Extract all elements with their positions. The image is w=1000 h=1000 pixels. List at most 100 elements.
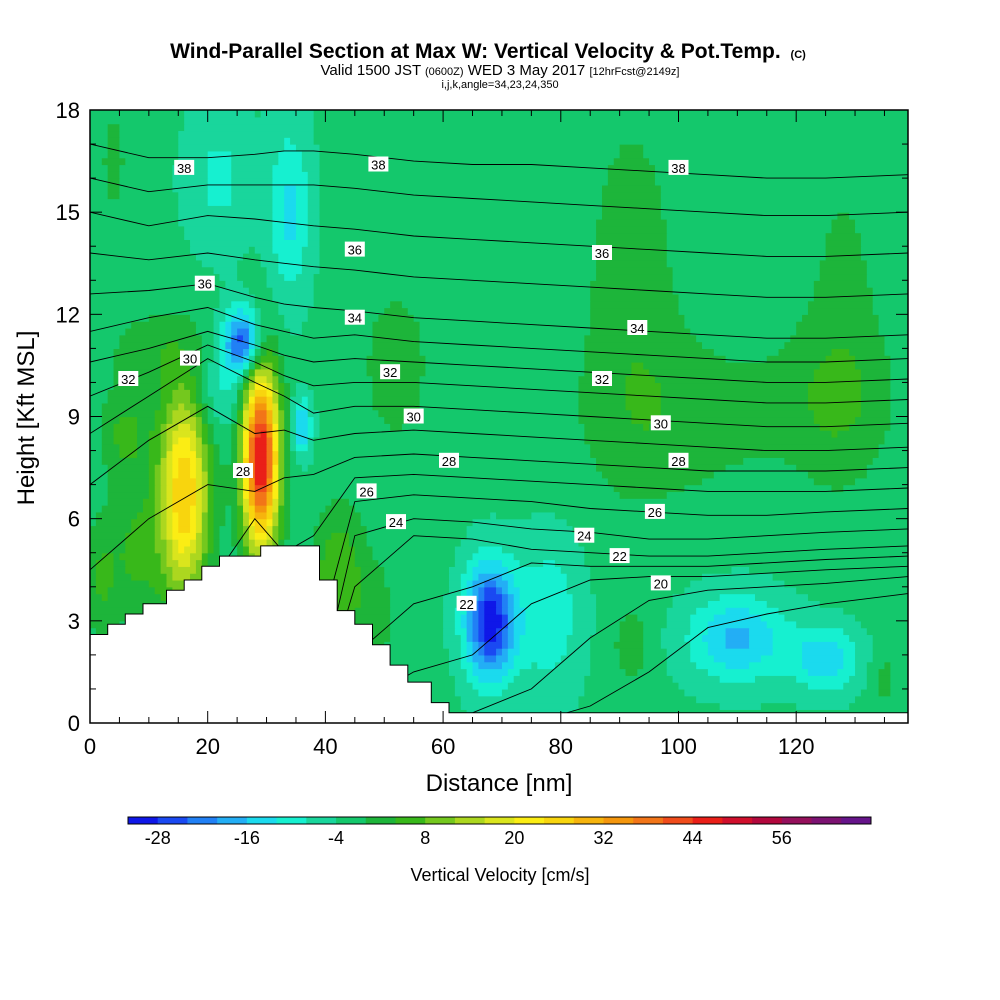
contour-label-text: 24 — [389, 515, 403, 530]
field-cell — [90, 144, 109, 152]
field-cell — [119, 164, 173, 172]
field-cell — [825, 232, 862, 241]
field-cell — [148, 477, 156, 486]
field-cell — [390, 607, 444, 615]
field-cell — [590, 443, 880, 452]
field-cell — [319, 212, 603, 220]
contour-label-box — [668, 452, 689, 468]
field-cell — [513, 573, 568, 581]
field-cell — [201, 518, 209, 527]
field-cell — [137, 416, 156, 424]
field-cell — [178, 341, 203, 349]
field-cell — [254, 470, 268, 479]
field-cell — [584, 423, 644, 431]
colorbar-swatch — [841, 817, 872, 824]
field-cell — [278, 470, 285, 479]
field-cell — [443, 627, 456, 636]
field-cell — [313, 416, 321, 424]
field-cell — [237, 545, 244, 554]
field-cell — [643, 144, 908, 152]
field-cell — [119, 443, 138, 452]
field-cell — [219, 375, 238, 384]
field-cell — [372, 321, 421, 329]
field-cell — [825, 246, 862, 254]
field-cell — [584, 688, 685, 697]
field-cell — [301, 321, 374, 329]
field-cell — [419, 382, 580, 390]
field-cell — [319, 178, 609, 186]
field-cell — [301, 327, 374, 336]
field-cell — [419, 396, 580, 404]
field-cell — [496, 600, 503, 608]
field-cell — [360, 511, 491, 520]
field-cell — [607, 477, 703, 486]
field-cell — [654, 178, 908, 186]
field-cell — [749, 661, 803, 670]
field-cell — [90, 341, 121, 349]
field-cell — [319, 184, 603, 193]
field-cell — [172, 430, 197, 438]
field-cell — [466, 614, 474, 622]
field-cell — [313, 123, 908, 132]
field-cell — [219, 525, 232, 533]
field-cell — [248, 511, 256, 520]
field-cell — [266, 266, 279, 275]
field-cell — [254, 511, 268, 520]
field-cell — [184, 110, 256, 118]
field-cell — [313, 539, 326, 547]
contour-label-box — [574, 527, 595, 543]
field-cell — [319, 259, 597, 268]
x-tick-label: 80 — [549, 734, 573, 759]
contour-label-box — [650, 575, 671, 591]
field-cell — [472, 566, 509, 574]
contour-label-box — [118, 371, 139, 386]
field-cell — [90, 164, 109, 172]
field-cell — [284, 389, 291, 397]
field-cell — [190, 409, 197, 418]
contour-label: 30 — [180, 350, 200, 367]
field-cell — [466, 668, 474, 676]
field-cell — [448, 573, 462, 581]
field-cell — [454, 688, 479, 697]
field-cell — [466, 648, 474, 656]
field-cell — [590, 300, 680, 309]
field-cell — [101, 157, 126, 166]
field-cell — [460, 648, 468, 656]
field-cell — [284, 443, 291, 452]
contour-label: 28 — [668, 452, 689, 469]
field-cell — [137, 423, 156, 431]
theta-contour-22 — [90, 565, 908, 723]
field-cell — [766, 355, 827, 363]
field-cell — [596, 620, 621, 629]
field-cell — [831, 484, 844, 493]
field-cell — [125, 532, 156, 540]
field-cell — [837, 668, 856, 676]
field-cell — [284, 368, 368, 377]
field-cell — [607, 171, 656, 179]
field-cell — [513, 654, 562, 663]
colorbar-tick-label: -4 — [328, 828, 344, 848]
field-cell — [654, 164, 908, 172]
field-cell — [90, 293, 221, 302]
field-cell — [254, 416, 268, 424]
field-cell — [295, 191, 309, 200]
field-cell — [160, 402, 168, 411]
contour-label-text: 38 — [371, 158, 385, 173]
field-cell — [702, 341, 786, 349]
field-cell — [101, 409, 156, 418]
field-cell — [195, 559, 203, 567]
field-cell — [95, 586, 109, 595]
field-cell — [666, 491, 908, 499]
field-cell — [890, 668, 908, 676]
field-cell — [237, 498, 244, 506]
field-cell — [90, 321, 132, 329]
field-cell — [278, 430, 285, 438]
field-cell — [702, 573, 774, 581]
field-cell — [190, 539, 197, 547]
field-cell — [142, 498, 156, 506]
field-cell — [807, 300, 874, 309]
field-cell — [448, 566, 468, 574]
field-cell — [243, 539, 250, 547]
field-cell — [272, 511, 279, 520]
